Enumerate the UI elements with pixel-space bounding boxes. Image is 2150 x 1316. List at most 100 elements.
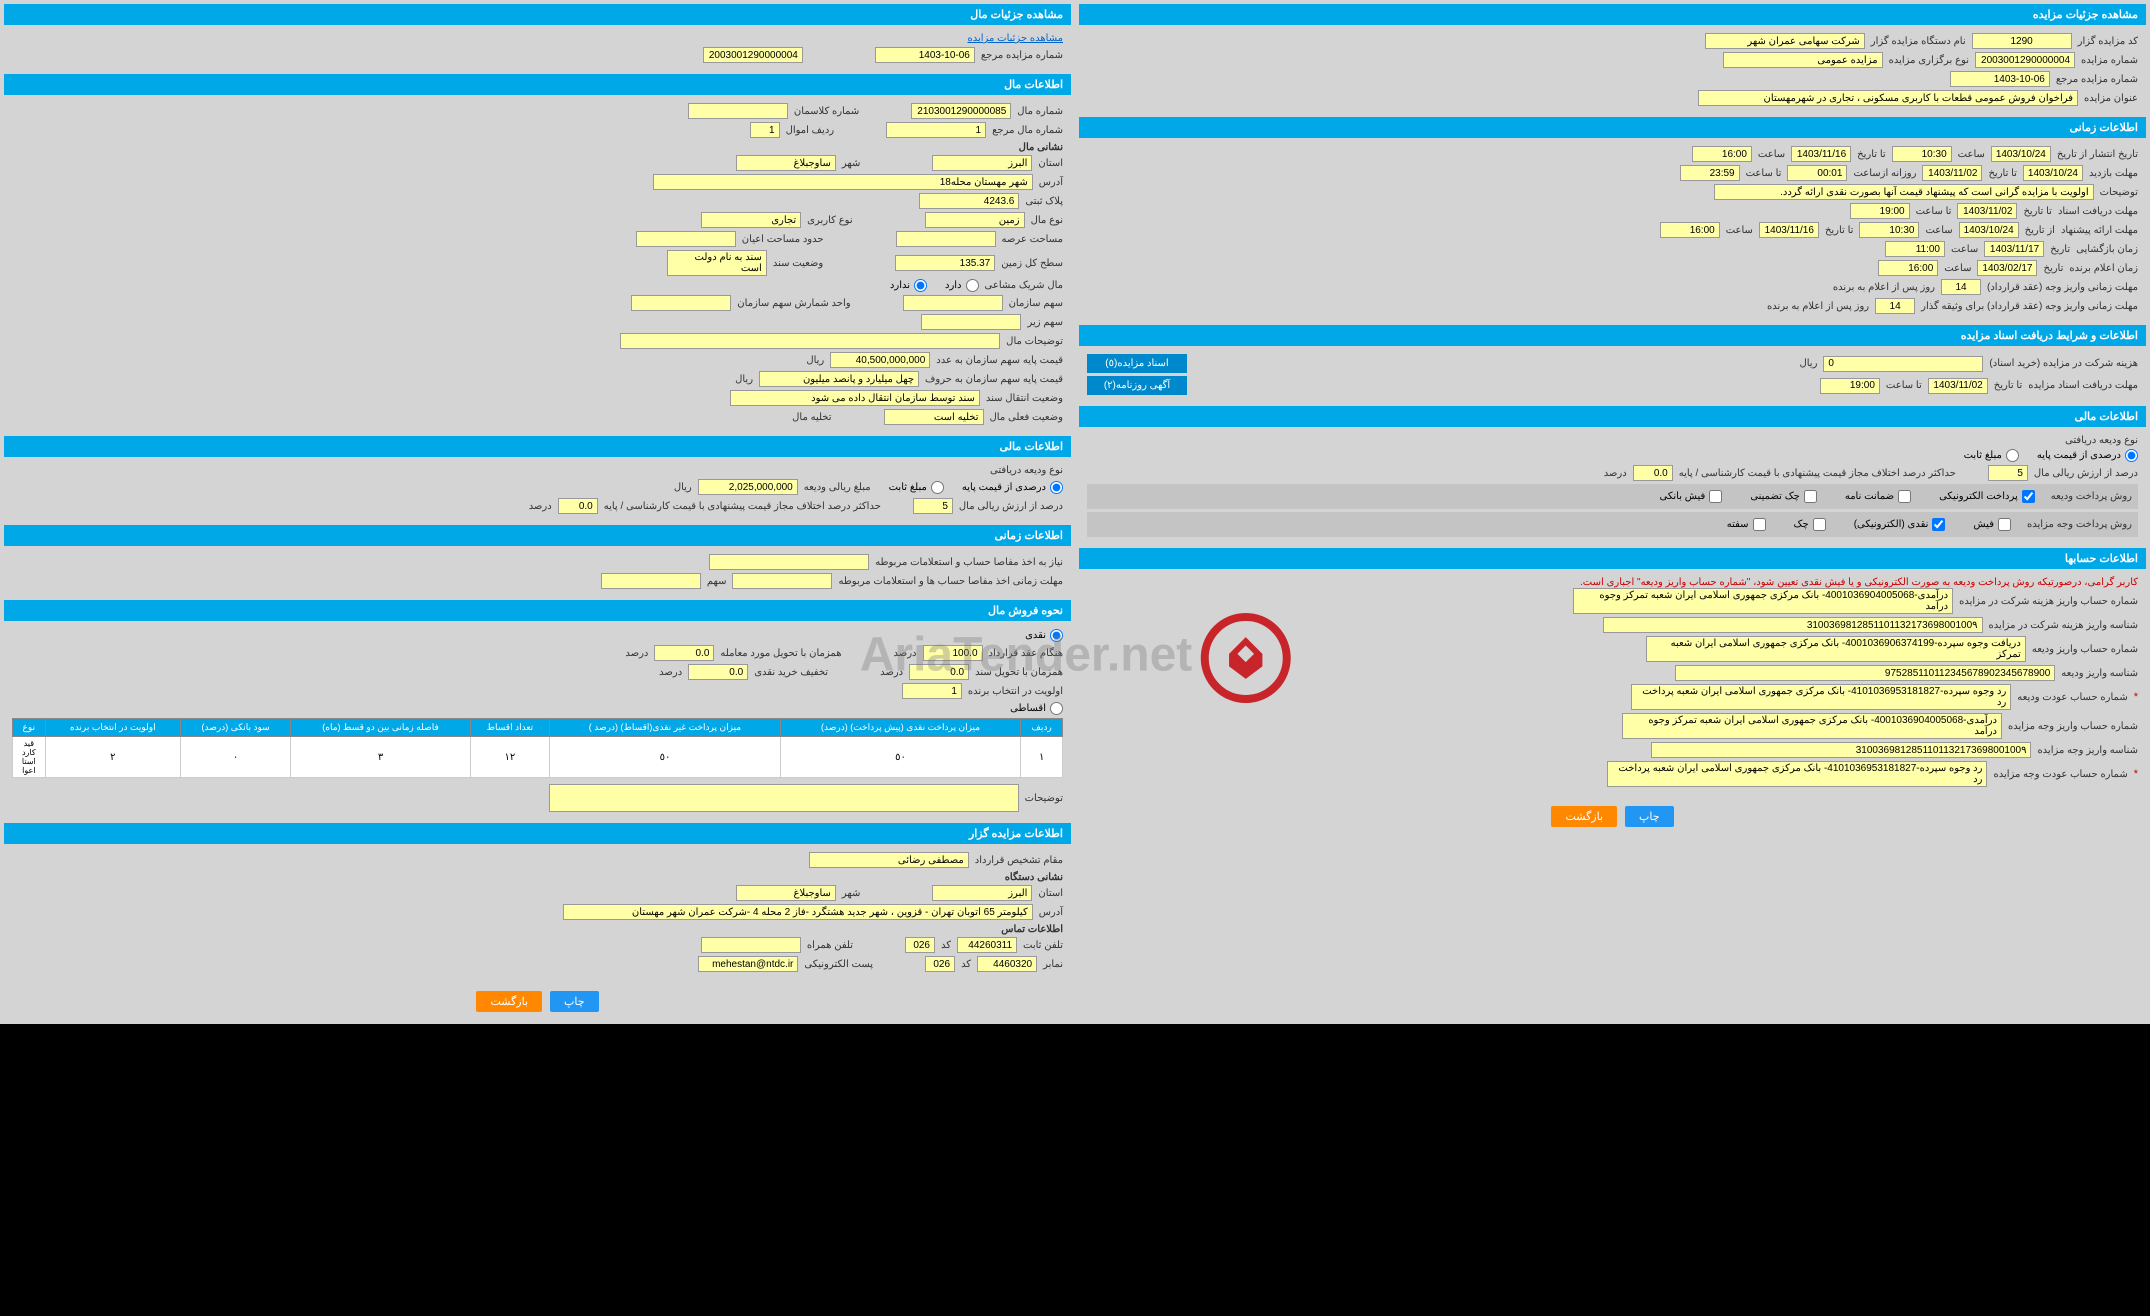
visit-to-lbl: تا تاریخ	[1988, 168, 2017, 179]
row-lbl: ردیف اموال	[786, 125, 835, 136]
newspaper-button[interactable]: آگهی روزنامه(۲)	[1087, 376, 1187, 395]
install-radio[interactable]: اقساطی	[1010, 702, 1063, 715]
back-button-r[interactable]: بازگشت	[1551, 806, 1617, 827]
addr-lbl-l: آدرس	[1039, 907, 1063, 918]
cash-radio[interactable]: نقدی	[1025, 629, 1063, 642]
dep-cash[interactable]: نقدی (الکترونیکی)	[1854, 518, 1946, 531]
print-button-l[interactable]: چاپ	[550, 991, 599, 1012]
shared-no[interactable]: ندارد	[890, 279, 927, 292]
use-lbl: نوع کاربری	[807, 215, 852, 226]
delivery-lbl: همزمان با تحویل مورد معامله	[720, 648, 841, 659]
prov-l: البرز	[932, 885, 1032, 901]
limits-lbl: حدود مساحت اعیان	[742, 234, 824, 245]
acc6: درآمدی-4001036904005068- بانک مرکزی جمهو…	[1622, 713, 2002, 739]
discount-lbl: تخفیف خرید نقدی	[754, 667, 828, 678]
fax-code: 026	[925, 956, 955, 972]
notes-field: اولویت با مزایده گرانی است که پیشنهاد قی…	[1714, 184, 2094, 200]
delivery: 0.0	[654, 645, 714, 661]
notes-lbl: توضیحات	[2100, 187, 2138, 198]
floor-lbl: سطح کل زمین	[1001, 258, 1063, 269]
fixed-radio[interactable]: مبلغ ثابت	[1964, 449, 2019, 462]
transfer: سند توسط سازمان انتقال داده می شود	[730, 390, 980, 406]
dep-check[interactable]: چک	[1794, 518, 1826, 531]
sec-header-time-l: اطلاعات زمانی	[4, 525, 1071, 546]
area	[896, 231, 996, 247]
th-2: میزان پرداخت غیر نقدی(اقساط) (درصد )	[550, 719, 781, 737]
deposit-type-lbl: نوع ودیعه دریافتی	[2065, 435, 2138, 446]
pay-elec[interactable]: پرداخت الکترونیکی	[1939, 490, 2035, 503]
plaque: 4243.6	[919, 193, 1019, 209]
acc6-lbl: شماره حساب واریز وجه مزایده	[2008, 721, 2138, 732]
bid-from-time: 10:30	[1859, 222, 1919, 238]
sub-share	[921, 314, 1021, 330]
use: تجاری	[701, 212, 801, 228]
device-name: شرکت سهامی عمران شهر	[1705, 33, 1865, 49]
org-share	[903, 295, 1003, 311]
th-6: اولویت در انتخاب برنده	[45, 719, 180, 737]
sec-header-auctioneer: اطلاعات مزایده گزار	[4, 823, 1071, 844]
row-field: 1	[750, 122, 780, 138]
back-button-l[interactable]: بازگشت	[476, 991, 542, 1012]
collateral-lbl: مهلت زمانی واریز وجه (عقد قرارداد) برای …	[1921, 301, 2138, 312]
bid-to-time: 16:00	[1660, 222, 1720, 238]
pct-base-radio[interactable]: درصدی از قیمت پایه	[2037, 449, 2138, 462]
th-3: تعداد اقساط	[470, 719, 549, 737]
doc-deadline-time-lbl: تا ساعت	[1916, 206, 1952, 217]
device-name-lbl: نام دستگاه مزایده گزار	[1871, 36, 1966, 47]
visit-lbl: مهلت بازدید	[2089, 168, 2138, 179]
sec-header-asset: اطلاعات مال	[4, 74, 1071, 95]
account-warning: کاربر گرامی، درصورتیکه روش پرداخت ودیعه …	[1087, 577, 2138, 588]
fax-lbl: نمابر	[1043, 959, 1063, 970]
acc8-lbl: شماره حساب عودت وجه مزایده	[1993, 769, 2127, 780]
print-button-r[interactable]: چاپ	[1625, 806, 1674, 827]
left-panel: مشاهده جزئیات مال مشاهده جزئیات مزایده ش…	[0, 0, 1075, 1024]
doc-status-lbl: وضعیت سند	[773, 258, 823, 269]
shared-yes[interactable]: دارد	[945, 279, 979, 292]
auth: مصطفی رضائی	[809, 852, 969, 868]
pay-check[interactable]: چک تضمینی	[1750, 490, 1817, 503]
base-num: 40,500,000,000	[830, 352, 930, 368]
unit-lbl: واحد شمارش سهم سازمان	[737, 298, 850, 309]
pay-guarantee[interactable]: ضمانت نامه	[1845, 490, 1911, 503]
pay-bank[interactable]: فیش بانکی	[1660, 490, 1723, 503]
sub-share-lbl: سهم زیر	[1027, 317, 1063, 328]
class-num-lbl: شماره کلاسمان	[794, 106, 859, 117]
share-lbl-l: سهم	[707, 576, 727, 587]
base-words-lbl: قیمت پایه سهم سازمان به حروف	[925, 374, 1063, 385]
addr: شهر مهستان محله18	[653, 174, 1033, 190]
code-lbl: کد	[941, 940, 951, 951]
l-num: 2003001290000004	[703, 47, 803, 63]
bid-to: 1403/11/16	[1759, 222, 1819, 238]
pub-date-from: 1403/10/24	[1991, 146, 2051, 162]
view-details-link[interactable]: مشاهده جزئیات مزایده	[967, 33, 1063, 44]
dep-safteh[interactable]: سفته	[1727, 518, 1766, 531]
deposit-days: 14	[1941, 279, 1981, 295]
pct-base-l[interactable]: درصدی از قیمت پایه	[962, 481, 1063, 494]
dep-fish[interactable]: فیش	[1973, 518, 2011, 531]
auction-title: فراخوان فروش عمومی قطعات با کاربری مسکون…	[1698, 90, 2078, 106]
mal-num-lbl: شماره مال	[1017, 106, 1063, 117]
installment-table: ردیف میزان پرداخت نقدی (پیش پرداخت) (درص…	[12, 718, 1063, 778]
right-panel: مشاهده جزئیات مزایده کد مزایده گزار 1290…	[1075, 0, 2150, 1024]
limits	[636, 231, 736, 247]
opening-lbl: زمان بازگشایی	[2076, 244, 2138, 255]
holding-type-lbl: نوع برگزاری مزایده	[1889, 55, 1969, 66]
contract: 100.0	[923, 645, 983, 661]
auction-num: 2003001290000004	[1975, 52, 2075, 68]
after-winner-lbl: روز پس از اعلام به برنده	[1833, 282, 1935, 293]
notes-l	[620, 333, 1000, 349]
acc7-lbl: شناسه واریز وجه مزایده	[2037, 745, 2138, 756]
docs-button[interactable]: اسناد مزایده(٥)	[1087, 354, 1187, 373]
acc3-lbl: شماره حساب واریز ودیعه	[2032, 644, 2138, 655]
pct-val: 5	[1988, 465, 2028, 481]
auctioneer-code-lbl: کد مزایده گزار	[2078, 36, 2138, 47]
current-lbl: وضعیت فعلی مال	[990, 412, 1063, 423]
base-num-lbl: قیمت پایه سهم سازمان به عدد	[936, 355, 1063, 366]
loc-head: نشانی مال	[12, 142, 1063, 153]
doc-deadline-lbl: مهلت دریافت اسناد	[2058, 206, 2138, 217]
city-lbl: شهر	[842, 158, 861, 169]
daily-lbl: روزانه ازساعت	[1853, 168, 1916, 179]
acc3: دریافت وجوه سپرده-4001036906374199- بانک…	[1646, 636, 2026, 662]
fixed-l[interactable]: مبلغ ثابت	[889, 481, 944, 494]
acc2: 310036981285110113217369800100٩	[1603, 617, 1983, 633]
